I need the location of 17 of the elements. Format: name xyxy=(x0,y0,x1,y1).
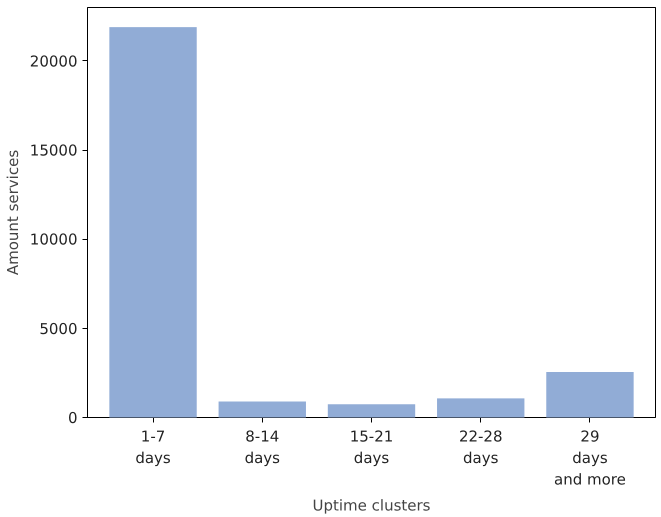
y-tick-label: 0 xyxy=(68,409,78,427)
x-tick-label: 1-7 days xyxy=(135,428,171,468)
y-tick-label: 15000 xyxy=(30,142,78,160)
x-tick-label: 29 days and more xyxy=(554,428,626,489)
bar xyxy=(437,398,524,418)
y-tick-label: 20000 xyxy=(30,52,78,70)
y-tick-label: 5000 xyxy=(39,320,78,338)
bar xyxy=(109,27,197,418)
y-tick-label: 10000 xyxy=(30,230,78,249)
bar xyxy=(218,401,306,418)
x-tick-label: 22-28 days xyxy=(458,428,503,468)
x-tick-label: 8-14 days xyxy=(244,428,280,468)
y-axis-title: Amount services xyxy=(4,150,22,276)
bar xyxy=(546,372,634,418)
x-axis-title: Uptime clusters xyxy=(312,496,431,515)
bar xyxy=(328,404,416,418)
x-tick-label: 15-21 days xyxy=(350,428,394,468)
